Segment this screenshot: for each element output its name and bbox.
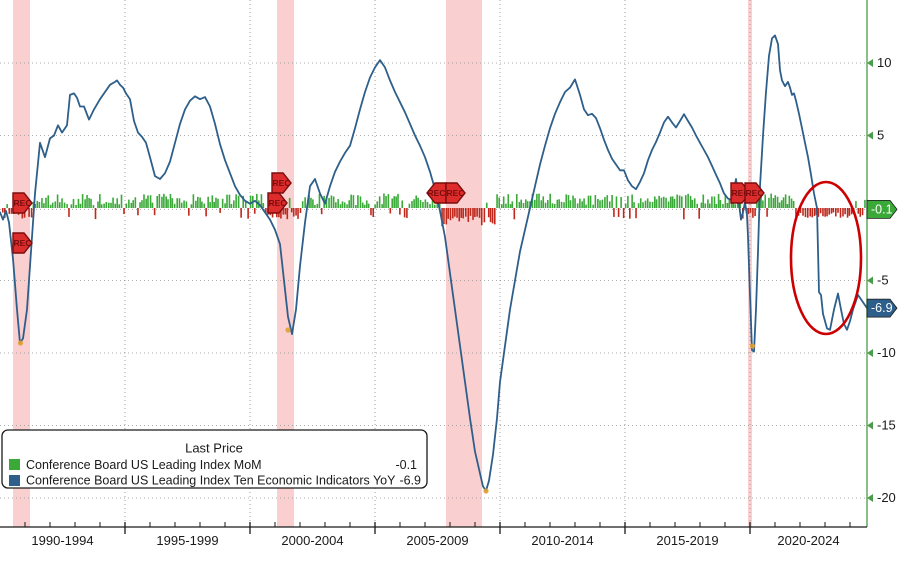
svg-text:REC: REC xyxy=(14,198,32,208)
svg-text:REC: REC xyxy=(428,188,446,198)
svg-text:-20: -20 xyxy=(877,490,896,505)
svg-text:1995-1999: 1995-1999 xyxy=(156,533,218,548)
svg-text:Conference Board US Leading In: Conference Board US Leading Index MoM xyxy=(26,458,262,472)
svg-text:-6.9: -6.9 xyxy=(871,301,893,315)
svg-text:2000-2004: 2000-2004 xyxy=(281,533,343,548)
svg-text:Conference Board US Leading In: Conference Board US Leading Index Ten Ec… xyxy=(26,474,396,488)
svg-text:5: 5 xyxy=(877,128,884,143)
svg-text:REC: REC xyxy=(14,238,32,248)
svg-text:-6.9: -6.9 xyxy=(399,474,421,488)
svg-text:10: 10 xyxy=(877,55,891,70)
svg-text:-10: -10 xyxy=(877,345,896,360)
svg-text:2005-2009: 2005-2009 xyxy=(406,533,468,548)
svg-text:2010-2014: 2010-2014 xyxy=(531,533,593,548)
svg-text:-0.1: -0.1 xyxy=(395,458,417,472)
svg-text:REC: REC xyxy=(273,178,291,188)
svg-text:-15: -15 xyxy=(877,418,896,433)
svg-text:-5: -5 xyxy=(877,273,889,288)
svg-text:2015-2019: 2015-2019 xyxy=(656,533,718,548)
svg-text:2020-2024: 2020-2024 xyxy=(777,533,839,548)
svg-text:REC: REC xyxy=(447,188,465,198)
svg-text:-0.1: -0.1 xyxy=(871,202,893,216)
svg-text:REC: REC xyxy=(269,198,287,208)
svg-text:REC: REC xyxy=(746,188,764,198)
svg-text:1990-1994: 1990-1994 xyxy=(31,533,93,548)
svg-text:Last Price: Last Price xyxy=(185,441,243,456)
